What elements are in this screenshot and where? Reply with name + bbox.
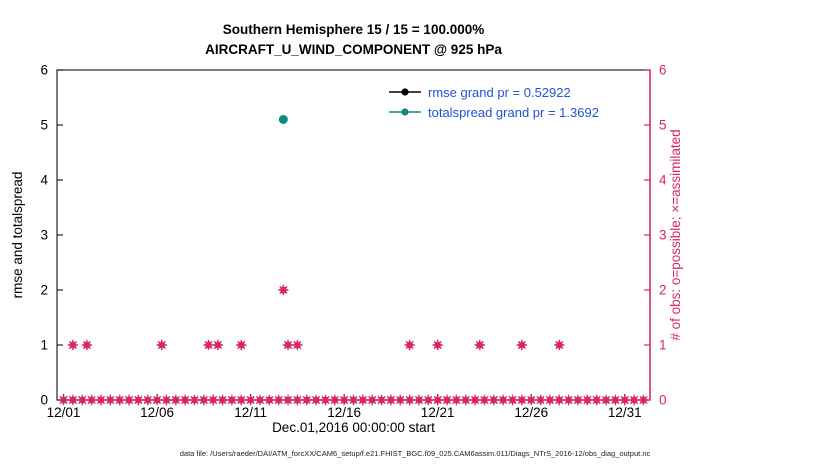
svg-text:4: 4 (40, 173, 48, 188)
svg-text:12/11: 12/11 (234, 405, 267, 420)
legend-marker-icon (389, 88, 421, 96)
legend-entry-label: rmse grand pr = 0.52922 (428, 84, 571, 100)
svg-text:3: 3 (659, 228, 667, 243)
svg-text:3: 3 (40, 228, 48, 243)
svg-text:2: 2 (40, 283, 48, 298)
legend-marker-icon (389, 108, 421, 116)
legend-entry-label: totalspread grand pr = 1.3692 (428, 104, 599, 120)
svg-text:12/16: 12/16 (327, 405, 361, 420)
svg-text:5: 5 (659, 118, 667, 133)
svg-text:12/26: 12/26 (514, 405, 548, 420)
legend: rmse grand pr = 0.52922 totalspread grand… (388, 84, 599, 120)
svg-text:6: 6 (40, 63, 48, 78)
left-y-axis-label: rmse and totalspread (10, 171, 25, 299)
data-file-caption: data file: /Users/raeder/DAI/ATM_forcXX/… (179, 449, 651, 458)
svg-text:6: 6 (659, 63, 667, 78)
svg-text:2: 2 (659, 283, 667, 298)
svg-text:0: 0 (40, 393, 48, 408)
svg-text:12/01: 12/01 (47, 405, 81, 420)
legend-entry: rmse grand pr = 0.52922 (388, 84, 599, 100)
right-y-axis-label: # of obs: o=possible; ×=assimilated (668, 129, 683, 341)
svg-text:12/21: 12/21 (421, 405, 455, 420)
legend-entry: totalspread grand pr = 1.3692 (388, 104, 599, 120)
x-axis-label: Dec.01,2016 00:00:00 start (272, 420, 435, 435)
plot-title: Southern Hemisphere 15 / 15 = 100.000% (222, 22, 485, 37)
svg-text:1: 1 (659, 338, 667, 353)
svg-text:0: 0 (659, 393, 667, 408)
svg-text:1: 1 (40, 338, 48, 353)
svg-text:4: 4 (659, 173, 667, 188)
plot-subtitle: AIRCRAFT_U_WIND_COMPONENT @ 925 hPa (205, 42, 502, 57)
svg-text:12/06: 12/06 (140, 405, 174, 420)
svg-text:12/31: 12/31 (608, 405, 642, 420)
svg-text:5: 5 (40, 118, 48, 133)
